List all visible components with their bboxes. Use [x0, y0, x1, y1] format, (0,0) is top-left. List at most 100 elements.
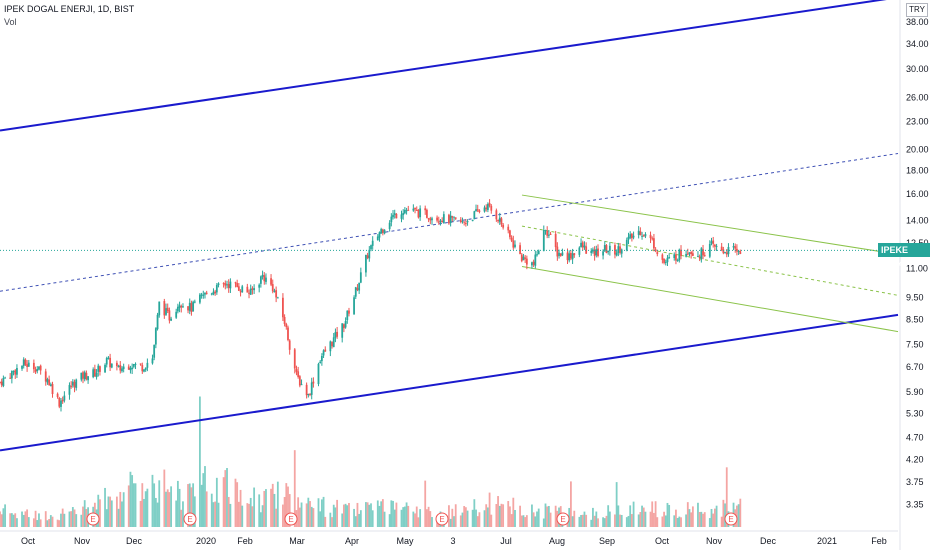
candle-body	[461, 221, 464, 223]
candle-body	[510, 237, 513, 241]
volume-bar	[227, 496, 230, 527]
earnings-marker	[556, 512, 570, 526]
volume-bar	[473, 499, 476, 527]
volume-bar	[649, 511, 652, 527]
volume-bar	[459, 515, 462, 527]
candle-body	[490, 205, 493, 211]
candle-body	[522, 256, 525, 261]
candle-body	[358, 282, 361, 291]
volume-bar	[217, 502, 220, 527]
candle-body	[697, 255, 699, 257]
candle-body	[342, 324, 345, 329]
volume-bar	[188, 483, 191, 527]
candle-body	[190, 303, 193, 312]
volume-bar	[686, 502, 689, 527]
candle-body	[39, 365, 42, 371]
volume-bar	[75, 514, 78, 527]
volume-bar	[27, 517, 30, 527]
volume-bar	[581, 514, 584, 527]
candle-body	[722, 249, 725, 254]
time-tick-label: Feb	[871, 536, 887, 546]
price-tick-label: 14.00	[906, 215, 929, 225]
candle-body	[192, 301, 195, 312]
time-tick-label: Mar	[289, 536, 305, 546]
candle-body	[561, 252, 564, 256]
earnings-marker	[724, 512, 738, 526]
candle-body	[60, 400, 62, 407]
volume-bar	[202, 473, 205, 527]
volume-bar	[702, 513, 704, 527]
time-tick-label: Nov	[74, 536, 91, 546]
candle-body	[83, 372, 86, 380]
volume-bar	[192, 483, 195, 527]
volume-bar	[739, 498, 742, 527]
candle-body	[166, 307, 169, 311]
volume-bar	[688, 509, 691, 527]
volume-bar	[400, 509, 403, 527]
candle-body	[675, 254, 677, 261]
candle-body	[395, 213, 398, 219]
volume-bar	[182, 501, 184, 527]
candle-body	[558, 252, 560, 256]
candle-body	[80, 372, 83, 380]
candle-body	[346, 310, 349, 321]
volume-bar	[590, 519, 593, 527]
volume-bar	[370, 503, 372, 527]
candle-body	[698, 256, 701, 259]
candle-body	[214, 291, 217, 294]
volume-bar	[632, 501, 635, 527]
volume-bar	[724, 503, 726, 527]
candle-body	[607, 250, 610, 253]
volume-bar	[249, 497, 252, 527]
candle-body	[322, 350, 325, 356]
candle-body	[143, 369, 145, 372]
candle-body	[653, 238, 655, 249]
volume-bar	[122, 492, 125, 527]
volume-bar	[554, 505, 557, 527]
candle-body	[537, 250, 540, 255]
candle-body	[476, 209, 479, 211]
volume-bar	[483, 510, 486, 527]
candle-body	[146, 362, 149, 368]
candle-body	[737, 250, 740, 252]
candle-body	[736, 248, 738, 252]
candle-body	[193, 301, 196, 303]
volume-bar	[464, 507, 467, 527]
currency-label[interactable]: TRY	[906, 3, 928, 17]
volume-bar	[358, 513, 361, 527]
price-tick-label: 4.70	[906, 432, 924, 442]
candle-body	[417, 209, 420, 218]
volume-bar	[310, 506, 313, 527]
time-tick-label: May	[396, 536, 414, 546]
volume-bar	[259, 512, 262, 527]
volume-bar	[356, 502, 359, 527]
candle-body	[24, 359, 27, 365]
candle-body	[348, 310, 350, 314]
candle-body	[283, 316, 286, 324]
volume-bar	[571, 516, 574, 527]
candle-body	[685, 254, 687, 257]
volume-bar	[283, 496, 286, 527]
candle-body	[175, 311, 178, 318]
candle-body	[87, 376, 89, 381]
volume-bar	[703, 512, 706, 527]
time-tick-label: Dec	[126, 536, 143, 546]
volume-bar	[46, 520, 49, 527]
volume-bar	[205, 491, 208, 527]
candle-body	[519, 245, 521, 254]
candle-body	[632, 235, 635, 238]
candle-body	[298, 376, 301, 386]
volume-bar	[273, 493, 276, 527]
candle-body	[224, 283, 227, 286]
candle-body	[608, 245, 611, 251]
volume-bar	[546, 506, 549, 527]
volume-bar	[531, 504, 533, 527]
candle-body	[393, 213, 396, 215]
candle-body	[642, 235, 645, 237]
volume-bar	[241, 505, 244, 527]
candle-body	[556, 246, 559, 257]
volume-bar	[282, 504, 284, 527]
volume-bar	[158, 480, 161, 527]
price-tick-label: 6.70	[906, 362, 924, 372]
